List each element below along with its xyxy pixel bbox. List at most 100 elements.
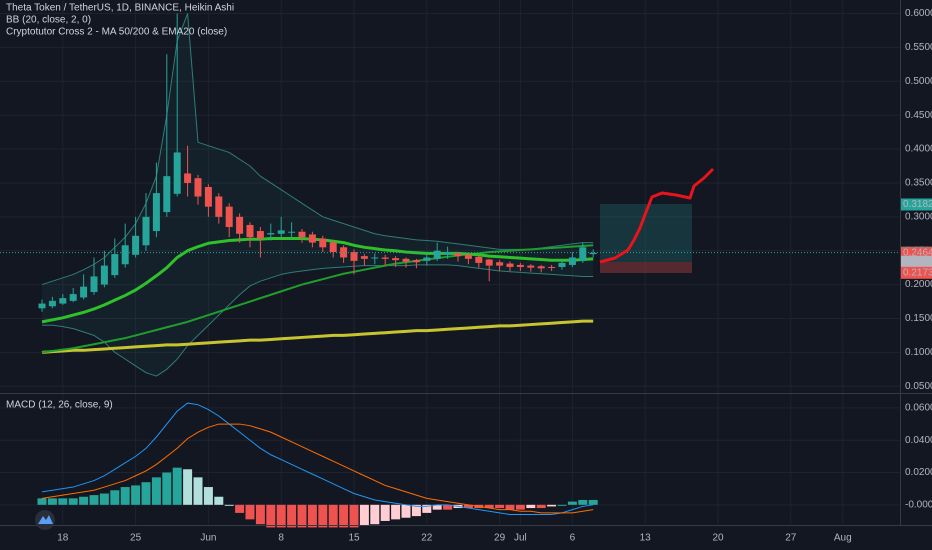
histogram-bar	[307, 504, 317, 528]
candle-body	[381, 257, 389, 259]
histogram-bar	[380, 504, 390, 521]
y-tick-label: 0.20000	[905, 279, 932, 290]
histogram-bar	[495, 504, 505, 509]
histogram-bar	[131, 485, 141, 505]
candle-body	[59, 298, 67, 304]
price-badge	[901, 247, 932, 260]
candle-body	[100, 265, 108, 285]
candle-body	[48, 300, 56, 307]
histogram-bar	[526, 504, 536, 509]
histogram-bar	[58, 498, 68, 505]
histogram-bar	[547, 504, 557, 507]
price-badge	[901, 266, 932, 279]
candle-body	[537, 266, 545, 269]
macd-line	[41, 402, 594, 516]
x-tick-label: 13	[640, 533, 652, 544]
y-tick-label: 0.05000	[905, 381, 932, 392]
histogram-bar	[443, 504, 453, 510]
x-tick-label: Aug	[834, 533, 852, 544]
logo-icon	[38, 515, 53, 524]
candle-body	[475, 256, 483, 263]
indicator-label: Cryptotutor Cross 2 - MA 50/200 & EMA20 …	[6, 27, 227, 38]
candle-body	[444, 252, 452, 255]
histogram-bar	[328, 504, 338, 528]
candle-body	[267, 233, 275, 235]
histogram-bar	[162, 472, 172, 505]
loss-zone	[600, 262, 692, 273]
candle-body	[496, 262, 504, 266]
histogram-bar	[318, 504, 328, 528]
candle-body	[579, 247, 587, 261]
histogram-bar	[588, 499, 598, 505]
candle-body	[90, 276, 98, 293]
histogram-bar	[110, 490, 120, 505]
candle-body	[38, 303, 46, 309]
x-tick-label: 22	[421, 533, 433, 544]
histogram-bar	[183, 469, 193, 505]
histogram-bar	[339, 504, 349, 528]
chart-title: Theta Token / TetherUS, 1D, BINANCE, Hei…	[6, 3, 234, 14]
y-tick-label: 0.10000	[905, 347, 932, 358]
histogram-bar	[68, 498, 78, 505]
candle-body	[516, 264, 524, 267]
indicator-line	[41, 13, 594, 286]
candle-body	[433, 250, 441, 259]
candle-body	[360, 256, 368, 259]
candle-body	[548, 266, 556, 268]
candle-body	[589, 252, 597, 255]
histogram-bar	[224, 504, 234, 506]
y-tick-label: 0.06000	[905, 403, 932, 414]
candle-body	[225, 206, 233, 227]
x-tick-label: 20	[712, 533, 724, 544]
histogram-bar	[89, 495, 99, 505]
histogram-bar	[203, 487, 213, 505]
candle-body	[152, 193, 160, 232]
histogram-bar	[266, 504, 276, 528]
x-tick-label: 29	[494, 533, 506, 544]
x-tick-label: Jul	[514, 533, 527, 544]
y-tick-label: 0.45000	[905, 110, 932, 121]
x-tick-label: 8	[278, 533, 284, 544]
candle-body	[256, 231, 264, 239]
histogram-bar	[120, 487, 130, 505]
candle-body	[371, 257, 379, 259]
histogram-bar	[172, 467, 182, 505]
y-tick-label: 0.35000	[905, 178, 932, 189]
histogram-bar	[276, 504, 286, 528]
histogram-bar	[287, 504, 297, 528]
forecast-drawing	[599, 167, 715, 264]
histogram-bar	[578, 499, 588, 505]
indicator-label: MACD (12, 26, close, 9)	[6, 400, 113, 411]
histogram-bar	[79, 496, 89, 505]
y-tick-label: 0.30000	[905, 211, 932, 222]
indicator-line	[42, 264, 594, 377]
candle-body	[454, 253, 462, 257]
candle-body	[173, 152, 181, 194]
histogram-bar	[245, 504, 255, 520]
x-tick-label: 25	[130, 533, 142, 544]
histogram-bar	[47, 498, 57, 505]
candle-body	[132, 235, 140, 255]
candle-body	[464, 254, 472, 259]
price-badge	[901, 255, 932, 268]
candle-body	[142, 216, 150, 246]
candle-body	[527, 265, 535, 268]
histogram-bar	[567, 501, 577, 505]
candle-body	[308, 234, 316, 243]
x-tick-label: 6	[570, 533, 576, 544]
price-badge-label: 0.24647	[903, 248, 932, 259]
histogram-bar	[505, 504, 515, 510]
indicator-line	[41, 319, 594, 354]
x-tick-label: 18	[57, 533, 69, 544]
histogram-bar	[515, 504, 525, 510]
histogram-bar	[484, 504, 494, 509]
price-badge-label: 0.31822	[903, 199, 932, 210]
histogram-bar	[151, 477, 161, 505]
candle-body	[485, 259, 493, 266]
candle-body	[246, 224, 254, 238]
histogram-bar	[235, 504, 245, 513]
grid	[0, 0, 900, 525]
